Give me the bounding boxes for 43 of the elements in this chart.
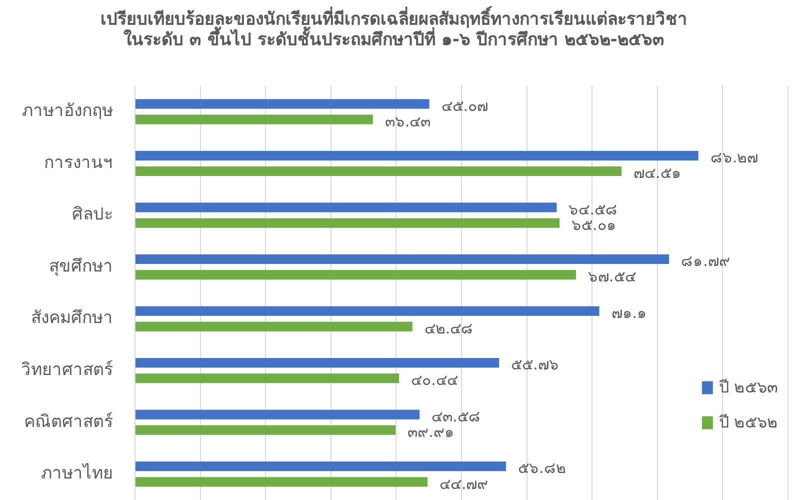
y-tick-label: วิทยาศาสตร์	[21, 360, 113, 380]
data-label: ๓๖.๔๓	[384, 112, 431, 130]
bar	[136, 99, 430, 109]
bar	[136, 410, 420, 420]
data-label: ๔๕.๐๗	[441, 96, 488, 115]
data-label: ๖๕.๐๑	[572, 216, 616, 234]
data-label: ๕๖.๘๒	[518, 459, 566, 478]
bar	[136, 462, 506, 472]
bar	[136, 477, 428, 487]
y-tick-label: การงานฯ	[44, 152, 113, 173]
bar	[136, 254, 670, 264]
data-label: ๖๗.๕๔	[588, 268, 636, 286]
y-tick-label: ภาษาไทย	[41, 462, 113, 484]
legend-label: ปี ๒๕๖๓	[718, 377, 778, 396]
bar	[136, 270, 576, 280]
data-label: ๔๐.๔๔	[411, 371, 458, 390]
data-label: ๘๖.๒๗	[710, 148, 758, 167]
y-tick-label: ภาษาอังกฤษ	[22, 101, 113, 122]
bar	[136, 166, 622, 176]
y-tick-label: สุขศึกษา	[49, 256, 113, 276]
data-label: ๔๒.๔๘	[424, 319, 474, 338]
data-label: ๔๔.๗๙	[439, 474, 488, 493]
y-tick-label: ศิลปะ	[72, 204, 113, 225]
bar	[136, 218, 560, 228]
bar	[136, 358, 500, 368]
bar	[136, 150, 698, 161]
data-label: ๔๓.๕๘	[432, 407, 480, 426]
bar	[136, 374, 400, 384]
bar	[136, 425, 396, 435]
data-label: ๗๑.๑	[611, 304, 648, 322]
legend-label: ปี ๒๕๖๒	[718, 412, 778, 432]
data-label: ๕๕.๗๖	[511, 356, 559, 374]
bar	[136, 114, 373, 124]
chart-title: เปรียบเทียบร้อยละของนักเรียนที่มีเกรดเฉลี่ยผลสัมฤทธิ์ทางการเรียนแต่ละรายวิชา ในระดับ ๓ ขึ้นไป ระดับชั้นประถมศึกษาปีที่ ๑-๖ ปีการศึกษา ๒๕๖๒-๒๕๖๓	[100, 6, 688, 50]
y-tick-label: คณิตศาสตร์	[24, 412, 113, 432]
bar	[136, 306, 600, 316]
data-label: ๓๙.๙๑	[408, 422, 454, 441]
bar	[136, 322, 412, 332]
data-label: ๖๔.๕๘	[568, 200, 618, 218]
y-tick-label: สังคมศึกษา	[31, 308, 113, 328]
data-label: ๗๔.๕๑	[634, 164, 682, 182]
bar	[136, 202, 557, 212]
data-label: ๘๑.๗๙	[681, 252, 730, 270]
